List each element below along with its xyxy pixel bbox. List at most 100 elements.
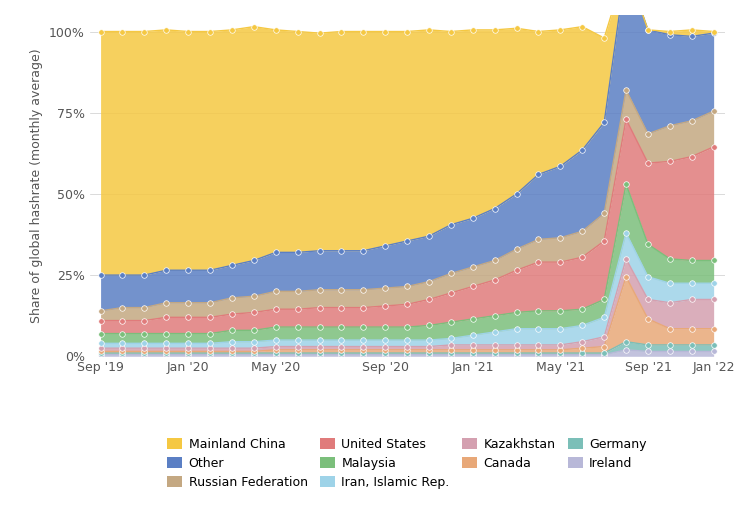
Point bbox=[445, 349, 457, 357]
Point bbox=[489, 26, 500, 34]
Point bbox=[467, 346, 479, 354]
Point bbox=[401, 282, 413, 291]
Point bbox=[467, 282, 479, 291]
Point bbox=[379, 351, 391, 359]
Point bbox=[707, 143, 719, 151]
Point bbox=[357, 286, 369, 294]
Point bbox=[182, 349, 194, 357]
Point bbox=[554, 162, 566, 171]
Point bbox=[248, 292, 260, 300]
Point bbox=[423, 232, 435, 240]
Point bbox=[707, 107, 719, 115]
Point bbox=[598, 333, 610, 341]
Point bbox=[489, 346, 500, 354]
Point bbox=[686, 341, 698, 349]
Point bbox=[357, 247, 369, 255]
Point bbox=[467, 26, 479, 34]
Point bbox=[117, 339, 128, 347]
Point bbox=[357, 303, 369, 312]
Point bbox=[204, 347, 216, 355]
Point bbox=[226, 351, 238, 359]
Point bbox=[664, 299, 676, 307]
Point bbox=[489, 312, 500, 320]
Point bbox=[270, 336, 282, 344]
Point bbox=[379, 343, 391, 351]
Point bbox=[664, 341, 676, 349]
Point bbox=[423, 336, 435, 344]
Point bbox=[401, 349, 413, 357]
Point bbox=[467, 349, 479, 357]
Point bbox=[204, 329, 216, 337]
Point bbox=[620, 115, 632, 123]
Point bbox=[533, 27, 545, 36]
Point bbox=[138, 329, 150, 337]
Point bbox=[467, 214, 479, 222]
Point bbox=[511, 341, 523, 349]
Point bbox=[248, 257, 260, 265]
Point bbox=[314, 323, 326, 331]
Point bbox=[314, 286, 326, 294]
Point bbox=[270, 323, 282, 331]
Point bbox=[445, 289, 457, 297]
Point bbox=[401, 237, 413, 245]
Point bbox=[533, 349, 545, 357]
Point bbox=[533, 341, 545, 349]
Point bbox=[620, 86, 632, 94]
Point bbox=[598, 119, 610, 127]
Point bbox=[445, 341, 457, 349]
Point bbox=[445, 318, 457, 326]
Point bbox=[489, 349, 500, 357]
Point bbox=[620, 229, 632, 237]
Point bbox=[291, 349, 303, 357]
Point bbox=[379, 336, 391, 344]
Point bbox=[664, 27, 676, 36]
Point bbox=[291, 343, 303, 351]
Point bbox=[226, 294, 238, 302]
Point bbox=[379, 323, 391, 331]
Point bbox=[95, 339, 107, 347]
Point bbox=[314, 247, 326, 255]
Point bbox=[598, 295, 610, 303]
Point bbox=[335, 27, 347, 36]
Point bbox=[511, 245, 523, 253]
Point bbox=[226, 344, 238, 352]
Point bbox=[182, 299, 194, 307]
Point bbox=[423, 349, 435, 357]
Point bbox=[117, 317, 128, 325]
Point bbox=[401, 343, 413, 351]
Legend: Mainland China, Other, Russian Federation, United States, Malaysia, Iran, Islami: Mainland China, Other, Russian Federatio… bbox=[167, 438, 647, 489]
Point bbox=[182, 313, 194, 321]
Point bbox=[423, 277, 435, 286]
Point bbox=[467, 351, 479, 359]
Point bbox=[182, 329, 194, 337]
Point bbox=[182, 339, 194, 347]
Point bbox=[248, 351, 260, 359]
Point bbox=[554, 26, 566, 34]
Point bbox=[554, 325, 566, 333]
Point bbox=[379, 242, 391, 250]
Point bbox=[533, 351, 545, 359]
Point bbox=[533, 325, 545, 333]
Point bbox=[511, 308, 523, 317]
Point bbox=[182, 344, 194, 352]
Point bbox=[445, 221, 457, 229]
Point bbox=[138, 303, 150, 312]
Point bbox=[401, 351, 413, 359]
Point bbox=[511, 351, 523, 359]
Point bbox=[95, 271, 107, 279]
Point bbox=[226, 349, 238, 357]
Point bbox=[161, 299, 173, 307]
Point bbox=[598, 349, 610, 357]
Point bbox=[620, 180, 632, 188]
Point bbox=[138, 271, 150, 279]
Point bbox=[664, 347, 676, 355]
Point bbox=[204, 344, 216, 352]
Point bbox=[576, 146, 588, 154]
Point bbox=[95, 347, 107, 355]
Point bbox=[270, 351, 282, 359]
Point bbox=[686, 257, 698, 265]
Point bbox=[248, 326, 260, 334]
Point bbox=[117, 303, 128, 312]
Point bbox=[489, 341, 500, 349]
Point bbox=[445, 334, 457, 343]
